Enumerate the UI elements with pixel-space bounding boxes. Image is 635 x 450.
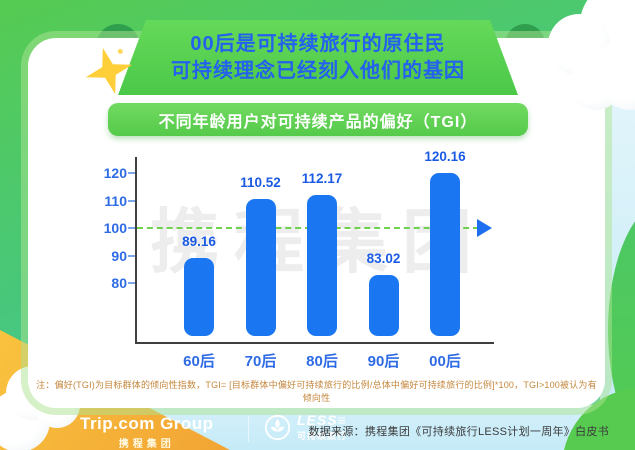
less-logo-title: LESS≡	[297, 412, 347, 428]
x-tick-label: 00后	[429, 353, 461, 370]
y-tick-label: 90	[111, 247, 127, 264]
chart-note: 注：偏好(TGI)为目标群体的倾向性指数，TGI= [目标群体中偏好可持续旅行的…	[36, 380, 597, 403]
bar-value-label: 112.17	[301, 170, 343, 186]
y-tick-label: 100	[103, 220, 127, 237]
bar	[307, 194, 337, 336]
content-card: 不同年龄用户对可持续产品的偏好（TGI） 携程集团 80901001101208…	[28, 38, 605, 408]
x-tick-label: 90后	[367, 353, 400, 370]
tripcom-logo-cn: 携程集团	[118, 439, 175, 450]
data-source: 数据来源：携程集团《可持续旅行LESS计划一周年》白皮书	[308, 426, 609, 438]
y-tick-label: 110	[104, 192, 127, 209]
headline-banner: 00后是可持续旅行的原住民 可持续理念已经刻入他们的基因	[118, 20, 518, 95]
bar-value-label: 120.16	[424, 149, 466, 165]
reference-arrow-icon	[477, 219, 492, 238]
bar	[430, 173, 460, 336]
x-tick-label: 70后	[244, 353, 277, 370]
sparkle-star-icon	[85, 47, 133, 95]
bar	[184, 257, 214, 336]
y-tick-mark	[128, 254, 135, 257]
footer-divider	[248, 416, 249, 442]
y-tick-label: 120	[103, 165, 127, 182]
tripcom-logo-en: Trip.com Group	[80, 414, 214, 433]
y-tick-mark	[128, 227, 135, 230]
bar-value-label: 110.52	[240, 175, 281, 191]
y-tick-mark	[128, 282, 135, 285]
y-tick-mark	[128, 172, 135, 175]
bar	[368, 274, 399, 336]
chart-title: 不同年龄用户对可持续产品的偏好（TGI）	[158, 113, 478, 131]
x-tick-label: 60后	[183, 353, 215, 370]
bar	[245, 199, 276, 336]
y-tick-mark	[128, 199, 135, 202]
bar-value-label: 89.16	[182, 233, 216, 249]
y-tick-label: 80	[111, 275, 127, 292]
tripcom-logo: Trip.com Group 携程集团	[80, 414, 214, 450]
headline-line2: 可持续理念已经刻入他们的基因	[171, 59, 465, 82]
less-logo-subtitle: 可持续旅行	[297, 431, 348, 441]
headline-line1: 00后是可持续旅行的原住民	[190, 32, 446, 55]
chart-title-pill: 不同年龄用户对可持续产品的偏好（TGI）	[108, 103, 528, 136]
less-logo: LESS≡ 可持续旅行	[264, 412, 347, 442]
less-leaf-icon	[264, 414, 291, 440]
bar-value-label: 83.02	[366, 250, 401, 266]
x-tick-label: 80后	[306, 353, 338, 370]
bar-chart-plot: 80 90 100 110 120 89.16 60后 110.52 70后 112.17 80后 8…	[104, 149, 494, 370]
